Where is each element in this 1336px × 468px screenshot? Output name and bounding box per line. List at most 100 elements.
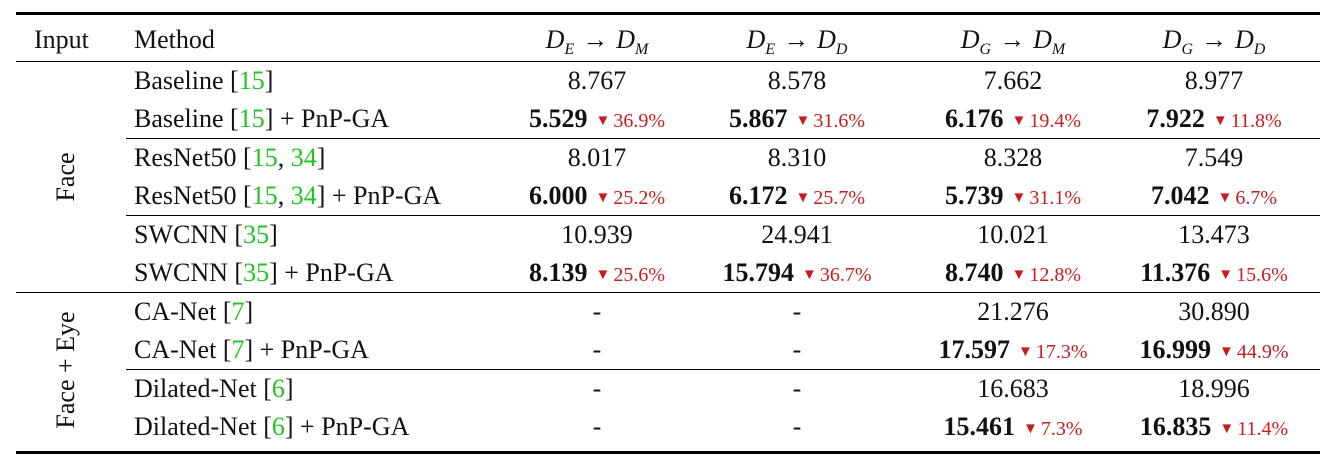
method-name: CA-Net [ [134,335,232,364]
method-suffix: ] + PnP-GA [264,104,390,133]
method-cell: CA-Net [7] + PnP-GA [134,331,369,369]
value-cell: 16.683 [977,370,1049,408]
domain-subscript: D [1253,41,1266,58]
method-suffix: ] [264,66,274,95]
delta-percent: 19.4% [1029,110,1082,132]
value-cell: 10.021 [977,216,1049,254]
citation-link: 34 [290,181,317,210]
citation-link: 6 [271,412,285,441]
metric-value: - [592,374,602,403]
value-cell: 6.176 ▼ 19.4% [945,100,1081,142]
down-triangle-icon: ▼ [795,190,811,206]
header-domain-4: DG → DD [1163,20,1266,70]
metric-value: 8.310 [767,143,827,172]
subgroup-rule [126,369,1320,370]
improvement-delta: ▼ 25.6% [595,264,665,286]
metric-value: 8.767 [567,66,627,95]
method-cell: SWCNN [35] [134,216,278,254]
method-cell: CA-Net [7] [134,293,253,331]
bottom-rule [16,451,1320,454]
improvement-delta: ▼ 17.3% [1018,341,1088,363]
method-suffix: ] [269,220,278,249]
improvement-delta: ▼ 25.7% [795,187,865,209]
delta-percent: 36.7% [819,264,872,286]
citation-link: 15 [238,66,265,95]
value-cell: - [793,370,802,408]
metric-value: - [792,374,802,403]
value-cell: 8.310 [768,139,827,177]
group-rule [16,292,1320,293]
delta-percent: 25.6% [613,264,666,286]
method-name: Dilated-Net [ [134,374,272,403]
improvement-delta: ▼ 7.3% [1023,418,1083,440]
metric-value: 21.276 [977,297,1049,326]
method-cell: SWCNN [35] + PnP-GA [134,254,394,292]
metric-value: - [592,412,602,441]
value-cell: 16.835 ▼ 11.4% [1140,408,1288,450]
down-triangle-icon: ▼ [1219,421,1235,437]
value-cell: 8.578 [768,62,827,100]
subgroup-rule [126,215,1320,216]
improvement-delta: ▼ 15.6% [1218,264,1288,286]
value-cell: 7.662 [984,62,1043,100]
improvement-delta: ▼ 25.2% [595,187,665,209]
delta-percent: 17.3% [1035,341,1088,363]
metric-value: 10.939 [561,220,633,249]
value-cell: 8.139 ▼ 25.6% [529,254,665,296]
down-triangle-icon: ▼ [595,113,611,129]
domain-subscript: M [1051,41,1066,58]
method-name: Baseline [ [134,66,239,95]
domain-subscript: G [979,41,992,58]
value-cell: 5.529 ▼ 36.9% [529,100,665,142]
value-cell: 30.890 [1178,293,1250,331]
method-suffix: ] + PnP-GA [244,335,369,364]
metric-value: 15.461 [943,412,1015,441]
value-cell: - [593,293,602,331]
citation-link: 35 [243,220,270,249]
improvement-delta: ▼ 6.7% [1217,187,1277,209]
header-domain-2: DE → DD [747,20,848,70]
value-cell: 8.740 ▼ 12.8% [945,254,1081,296]
delta-percent: 31.6% [813,110,866,132]
method-name: Baseline [ [134,104,239,133]
method-suffix: ] + PnP-GA [284,412,410,441]
header-input: Input [34,25,89,54]
citation-link: 34 [290,143,317,172]
down-triangle-icon: ▼ [595,190,611,206]
improvement-delta: ▼ 44.9% [1219,341,1289,363]
metric-value: 16.683 [977,374,1049,403]
citation-separator: , [277,143,291,172]
value-cell: 11.376 ▼ 15.6% [1140,254,1288,296]
method-name: SWCNN [ [134,220,244,249]
metric-value: 10.021 [977,220,1049,249]
citation-link: 7 [231,297,245,326]
delta-percent: 36.9% [613,110,666,132]
method-suffix: ] + PnP-GA [316,181,442,210]
value-cell: 8.767 [568,62,627,100]
value-cell: 21.276 [977,293,1049,331]
value-cell: 16.999 ▼ 44.9% [1139,331,1288,373]
value-cell: 5.739 ▼ 31.1% [945,177,1081,219]
header-domain-3: DG → DM [961,20,1065,70]
improvement-delta: ▼ 36.9% [595,110,665,132]
improvement-delta: ▼ 12.8% [1011,264,1081,286]
metric-value: 16.999 [1139,335,1211,364]
value-cell: 18.996 [1178,370,1250,408]
method-name: Dilated-Net [ [134,412,272,441]
value-cell: 6.000 ▼ 25.2% [529,177,665,219]
delta-percent: 6.7% [1235,187,1278,209]
improvement-delta: ▼ 31.1% [1011,187,1081,209]
metric-value: 18.996 [1178,374,1250,403]
domain-subscript: D [835,41,848,58]
down-triangle-icon: ▼ [801,267,817,283]
metric-value: 8.977 [1184,66,1244,95]
domain-symbol: D [1033,25,1052,54]
value-cell: 13.473 [1178,216,1250,254]
header-method: Method [134,25,215,54]
metric-value: 17.597 [938,335,1010,364]
value-cell: 7.549 [1185,139,1244,177]
value-cell: 8.977 [1185,62,1244,100]
down-triangle-icon: ▼ [1011,267,1027,283]
citation-link: 7 [231,335,245,364]
citation-link: 6 [271,374,285,403]
